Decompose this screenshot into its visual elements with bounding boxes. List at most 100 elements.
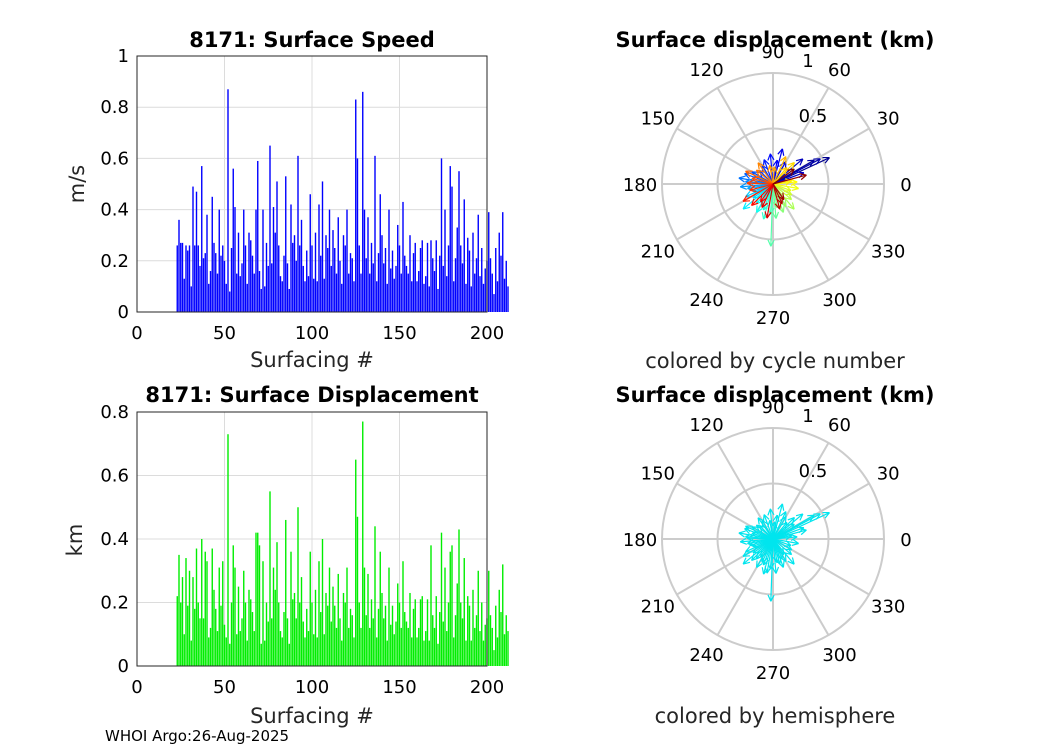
disp-bar (304, 637, 306, 666)
speed-bar (502, 212, 504, 312)
polar_cycle-vector (772, 183, 799, 191)
disp-bar (194, 608, 196, 666)
disp-bar (225, 637, 227, 666)
speed-ytick-label: 0.4 (100, 200, 129, 221)
disp-bar (481, 602, 483, 666)
polar-hemisphere-chart: Surface displacement (km) 0.5 1 0 30 60 90 120… (615, 383, 934, 728)
speed-bar (264, 286, 266, 312)
speed-bar (216, 273, 219, 312)
polar-hemisphere-caption: colored by hemisphere (655, 704, 896, 728)
speed-bar (488, 212, 490, 312)
disp-bar (204, 551, 206, 666)
disp-bar (188, 570, 191, 666)
disp-bar (428, 640, 430, 666)
disp-bar (439, 612, 441, 666)
speed-bar (195, 191, 198, 312)
disp-bar (341, 640, 343, 666)
speed-bar (344, 245, 346, 312)
speed-bar (374, 155, 376, 312)
polar_hemi-vector (772, 538, 799, 546)
speed-bar (393, 278, 395, 312)
polar_hemi-vector (772, 513, 821, 540)
disp-bar (363, 567, 366, 666)
speed-bar (475, 258, 478, 312)
disp-bar (404, 612, 406, 666)
speed-bar (337, 217, 339, 312)
disp-bar (353, 637, 355, 666)
speed-bar (400, 273, 402, 312)
speed-bar (388, 209, 390, 312)
disp-bar (299, 602, 301, 666)
speed-bar (251, 255, 254, 312)
speed-chart: 8171: Surface Speed 0 50 100 150 20000.20.40… (65, 28, 509, 372)
disp-bar (199, 618, 201, 666)
polar_cycle-rtick-label: 0.5 (799, 106, 828, 127)
disp-bar (412, 608, 415, 666)
speed-bar (398, 245, 401, 312)
disp-bar (216, 631, 219, 666)
disp-bar (187, 605, 189, 666)
speed-bar (332, 230, 334, 312)
disp-bar (463, 558, 465, 666)
speed-bar (199, 265, 201, 312)
disp-bar (355, 459, 357, 666)
speed-bar (353, 281, 355, 312)
speed-chart-xlabel: Surfacing # (250, 348, 374, 372)
disp-bar (292, 599, 294, 666)
disp-bar (274, 589, 276, 666)
speed-bar (465, 283, 467, 312)
speed-bar (202, 258, 205, 312)
polar-hemisphere-title: Surface displacement (km) (615, 383, 934, 407)
speed-bar (328, 209, 331, 312)
polar_hemi-angle-label: 330 (871, 597, 905, 618)
disp-bar (318, 561, 320, 666)
polar_hemi-angle-label: 210 (641, 597, 675, 618)
disp-bar (248, 589, 250, 666)
disp-bar (281, 637, 283, 666)
disp-bar (447, 602, 450, 666)
speed-bar (325, 235, 327, 312)
disp-bar (470, 640, 472, 666)
disp-bar (290, 551, 292, 666)
speed-bar (253, 273, 255, 312)
speed-bar (318, 204, 320, 312)
polar_hemi-vector (745, 525, 774, 540)
speed-bar (430, 240, 432, 312)
speed-bar (435, 240, 437, 312)
disp-bar (393, 634, 395, 666)
speed-bar (349, 253, 352, 312)
speed-bar (225, 283, 227, 312)
speed-bar (379, 194, 381, 312)
disp-bar (454, 615, 457, 666)
speed-bar (194, 245, 196, 312)
disp-bar (348, 627, 350, 666)
disp-bar (356, 516, 359, 666)
disp-bar (369, 627, 371, 666)
disp-bar (272, 567, 275, 666)
disp-bar (300, 577, 303, 666)
speed-bar (274, 232, 276, 312)
speed-bar (208, 283, 210, 312)
speed-bar (449, 166, 451, 312)
disp-ytick-label: 0.8 (100, 402, 129, 423)
disp-bar (370, 599, 373, 666)
disp-bar (192, 577, 194, 666)
speed-bar (432, 258, 434, 312)
disp-bar (342, 592, 345, 666)
disp-bar (498, 589, 500, 666)
disp-bar (489, 615, 492, 666)
disp-bar (493, 650, 495, 666)
disp-bar (479, 631, 481, 666)
disp-bar (442, 621, 444, 666)
disp-bar (180, 602, 182, 666)
speed-bar (286, 263, 289, 312)
polar_cycle-vector (772, 156, 787, 185)
polar_cycle-vector (764, 183, 774, 219)
displacement-chart: 8171: Surface Displacement 0 50 100 150 2000… (63, 383, 509, 728)
disp-bar (190, 640, 192, 666)
speed-bar (367, 217, 369, 312)
polar_hemi-vector (772, 538, 782, 565)
disp-bar (346, 567, 348, 666)
disp-bar (218, 567, 220, 666)
speed-bar (426, 242, 429, 312)
